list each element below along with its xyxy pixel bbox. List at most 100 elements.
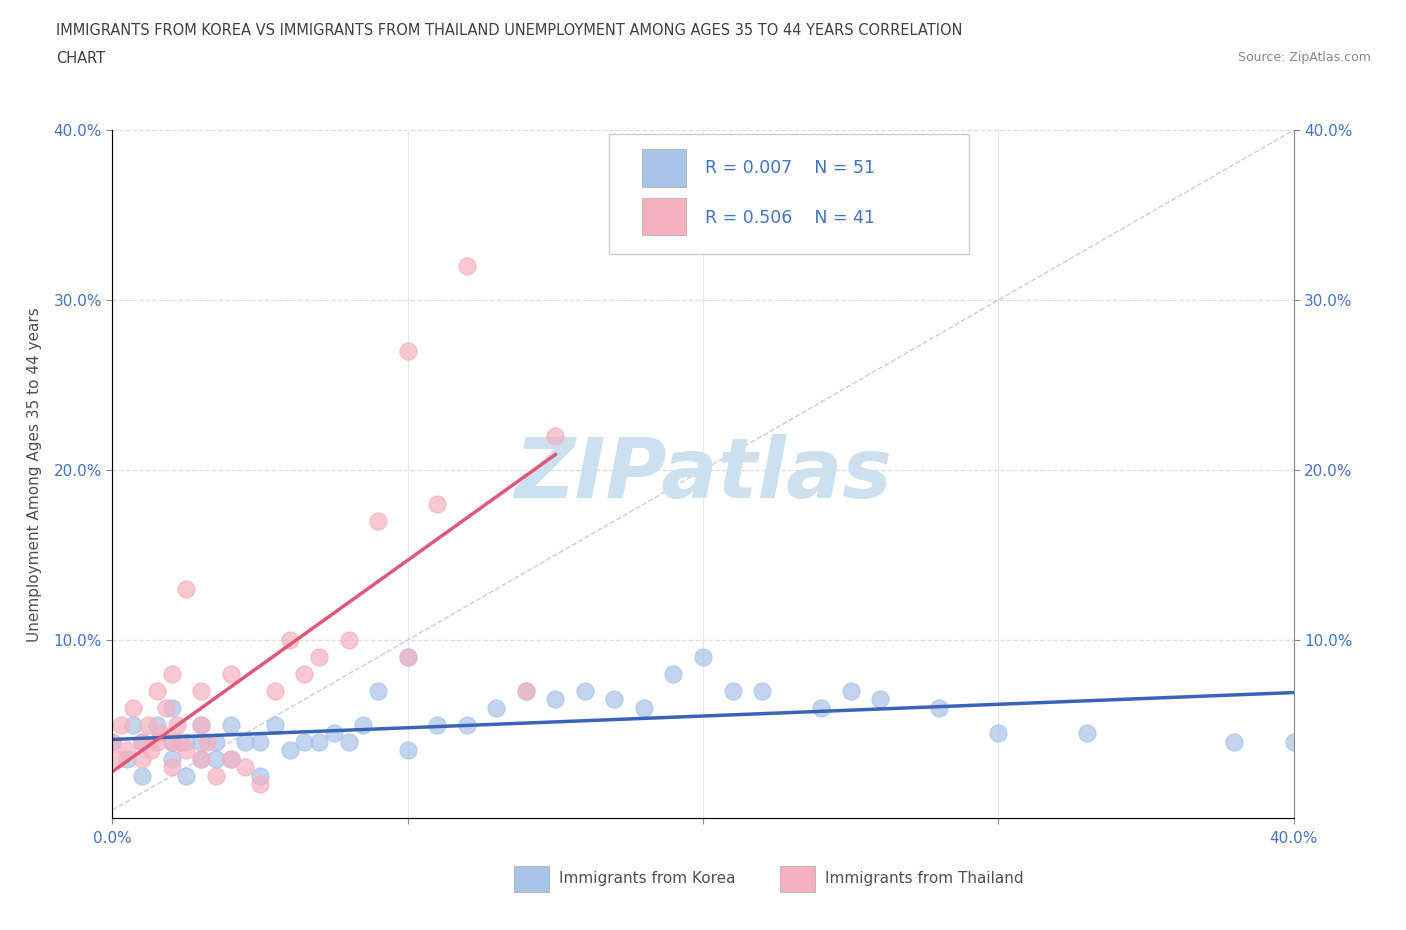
- Point: [131, 768, 153, 783]
- Point: [515, 684, 537, 698]
- Point: [1282, 735, 1305, 750]
- Text: R = 0.007    N = 51: R = 0.007 N = 51: [706, 159, 876, 177]
- Point: [219, 667, 242, 682]
- Point: [396, 649, 419, 664]
- Point: [117, 751, 138, 766]
- Point: [278, 632, 301, 647]
- Text: Immigrants from Thailand: Immigrants from Thailand: [825, 871, 1024, 886]
- Point: [839, 684, 862, 698]
- Point: [146, 718, 169, 733]
- Point: [337, 735, 360, 750]
- Point: [278, 743, 301, 758]
- Text: Source: ZipAtlas.com: Source: ZipAtlas.com: [1237, 51, 1371, 64]
- Point: [219, 718, 242, 733]
- Point: [233, 760, 256, 775]
- Point: [810, 700, 832, 715]
- Point: [169, 735, 191, 750]
- Point: [485, 700, 508, 715]
- Point: [692, 649, 714, 664]
- Text: Immigrants from Korea: Immigrants from Korea: [560, 871, 735, 886]
- Point: [367, 684, 389, 698]
- Point: [122, 700, 145, 715]
- Point: [205, 751, 228, 766]
- Point: [190, 684, 212, 698]
- Point: [190, 751, 212, 766]
- Point: [174, 581, 197, 596]
- Point: [146, 735, 169, 750]
- Point: [869, 692, 891, 707]
- Point: [233, 735, 256, 750]
- Point: [155, 700, 177, 715]
- Point: [174, 735, 197, 750]
- Point: [160, 667, 183, 682]
- Point: [101, 735, 124, 750]
- Point: [101, 735, 124, 750]
- Point: [190, 735, 212, 750]
- Text: ZIPatlas: ZIPatlas: [515, 433, 891, 515]
- Point: [308, 649, 330, 664]
- Point: [219, 751, 242, 766]
- Point: [574, 684, 596, 698]
- Point: [337, 632, 360, 647]
- FancyBboxPatch shape: [780, 866, 815, 892]
- Point: [110, 718, 132, 733]
- FancyBboxPatch shape: [609, 134, 969, 254]
- Point: [987, 726, 1010, 741]
- Point: [160, 700, 183, 715]
- Point: [662, 667, 685, 682]
- Point: [751, 684, 773, 698]
- Point: [1223, 735, 1246, 750]
- Point: [205, 735, 228, 750]
- Point: [308, 735, 330, 750]
- Point: [456, 718, 478, 733]
- Point: [426, 718, 449, 733]
- Point: [190, 751, 212, 766]
- Point: [456, 259, 478, 273]
- Point: [195, 735, 218, 750]
- Point: [544, 429, 567, 444]
- Point: [190, 718, 212, 733]
- Point: [149, 726, 172, 741]
- Point: [323, 726, 346, 741]
- Point: [131, 735, 153, 750]
- Point: [292, 735, 315, 750]
- Point: [249, 735, 271, 750]
- Point: [131, 751, 153, 766]
- Point: [249, 768, 271, 783]
- Point: [544, 692, 567, 707]
- Point: [139, 743, 162, 758]
- Point: [136, 718, 159, 733]
- Point: [166, 718, 188, 733]
- Point: [1076, 726, 1098, 741]
- Point: [107, 751, 129, 766]
- Point: [160, 751, 183, 766]
- Y-axis label: Unemployment Among Ages 35 to 44 years: Unemployment Among Ages 35 to 44 years: [28, 307, 42, 642]
- Text: CHART: CHART: [56, 51, 105, 66]
- Point: [174, 743, 197, 758]
- Point: [396, 649, 419, 664]
- Point: [367, 513, 389, 528]
- Point: [160, 735, 183, 750]
- Point: [249, 777, 271, 791]
- Text: R = 0.506    N = 41: R = 0.506 N = 41: [706, 208, 876, 227]
- Point: [603, 692, 626, 707]
- Point: [174, 768, 197, 783]
- Point: [426, 497, 449, 512]
- Point: [131, 735, 153, 750]
- Point: [146, 684, 169, 698]
- Point: [515, 684, 537, 698]
- Point: [928, 700, 950, 715]
- Point: [396, 743, 419, 758]
- Point: [190, 718, 212, 733]
- Point: [160, 735, 183, 750]
- Point: [721, 684, 744, 698]
- Point: [160, 760, 183, 775]
- FancyBboxPatch shape: [641, 150, 686, 187]
- Point: [264, 718, 287, 733]
- Point: [122, 718, 145, 733]
- Point: [396, 344, 419, 359]
- Point: [219, 751, 242, 766]
- Point: [633, 700, 655, 715]
- Point: [352, 718, 374, 733]
- Point: [117, 743, 138, 758]
